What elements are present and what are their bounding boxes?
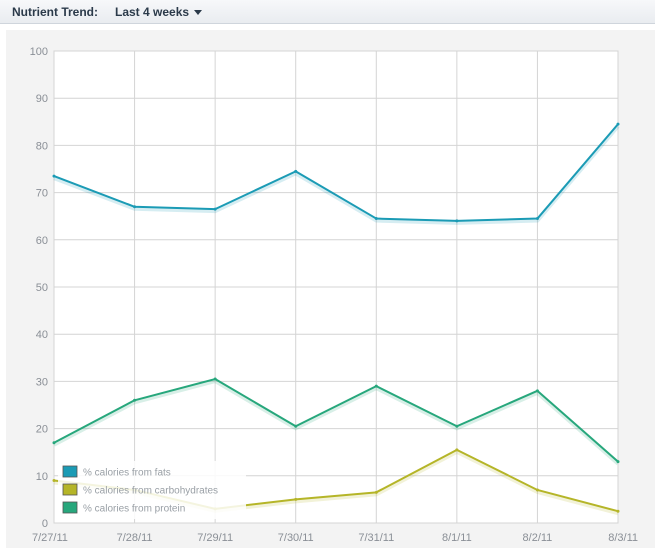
- y-tick-label: 20: [36, 424, 48, 436]
- data-point-protein: [535, 389, 539, 393]
- data-point-carbohydrates: [535, 488, 539, 492]
- x-tick-label: 7/31/11: [358, 532, 394, 544]
- x-tick-label: 7/27/11: [32, 532, 68, 544]
- x-tick-label: 7/30/11: [278, 532, 314, 544]
- data-point-carbohydrates: [455, 448, 459, 452]
- x-axis-ticks: 7/27/11 7/28/11 7/29/11 7/30/11 7/31/11 8/1/1…: [32, 532, 638, 544]
- series-line-protein: [53, 378, 619, 463]
- y-axis-ticks: 0 10 20 30 40 50 60 70 80 90 100: [30, 46, 48, 530]
- data-point-protein: [52, 441, 56, 445]
- legend-label-carbohydrates: % calories from carbohydrates: [83, 486, 218, 497]
- data-point-fats: [294, 169, 298, 173]
- x-tick-label: 8/1/11: [442, 532, 472, 544]
- data-point-fats: [455, 219, 459, 223]
- x-tick-label: 8/3/11: [608, 532, 638, 544]
- y-tick-label: 40: [36, 329, 48, 341]
- gridlines: [53, 50, 619, 524]
- nutrient-trend-label: Nutrient Trend:: [12, 5, 98, 19]
- y-tick-label: 70: [36, 188, 48, 200]
- data-point-fats: [535, 217, 539, 221]
- data-point-carbohydrates: [294, 497, 298, 501]
- y-tick-label: 60: [36, 235, 48, 247]
- data-point-protein: [374, 384, 378, 388]
- data-point-protein: [213, 377, 217, 381]
- chart-header: Nutrient Trend: Last 4 weeks: [0, 0, 655, 24]
- series-line-fats: [53, 123, 619, 222]
- date-range-value: Last 4 weeks: [115, 5, 190, 19]
- data-point-carbohydrates: [374, 490, 378, 494]
- data-point-carbohydrates: [616, 509, 620, 513]
- legend: % calories from fats % calories from carb…: [58, 461, 246, 519]
- date-range-dropdown[interactable]: Last 4 weeks: [115, 4, 203, 20]
- data-point-fats: [374, 217, 378, 221]
- legend-swatch-fats: [62, 465, 78, 478]
- y-tick-label: 50: [36, 282, 48, 294]
- data-point-fats: [52, 174, 56, 178]
- y-tick-label: 0: [42, 518, 48, 530]
- series-shadow: [53, 378, 620, 466]
- data-point-fats: [213, 207, 217, 211]
- y-tick-label: 90: [36, 93, 48, 105]
- y-tick-label: 100: [30, 46, 48, 58]
- data-point-protein: [616, 460, 620, 464]
- data-point-carbohydrates: [52, 479, 56, 483]
- y-tick-label: 10: [36, 471, 48, 483]
- x-tick-label: 7/28/11: [117, 532, 153, 544]
- chevron-down-icon: [194, 9, 203, 15]
- y-tick-label: 80: [36, 140, 48, 152]
- x-tick-label: 8/2/11: [523, 532, 553, 544]
- legend-swatch-carbohydrates: [62, 483, 78, 496]
- legend-box: [58, 461, 246, 519]
- data-point-protein: [455, 424, 459, 428]
- data-point-fats: [616, 122, 620, 126]
- data-point-protein: [294, 424, 298, 428]
- series-shadow: [53, 124, 620, 225]
- legend-label-fats: % calories from fats: [83, 468, 171, 479]
- legend-swatch-protein: [62, 501, 78, 514]
- series-lines: [52, 122, 620, 516]
- x-tick-label: 7/29/11: [197, 532, 233, 544]
- legend-label-protein: % calories from protein: [83, 504, 185, 515]
- data-point-protein: [133, 398, 137, 402]
- data-point-fats: [133, 205, 137, 209]
- y-tick-label: 30: [36, 376, 48, 388]
